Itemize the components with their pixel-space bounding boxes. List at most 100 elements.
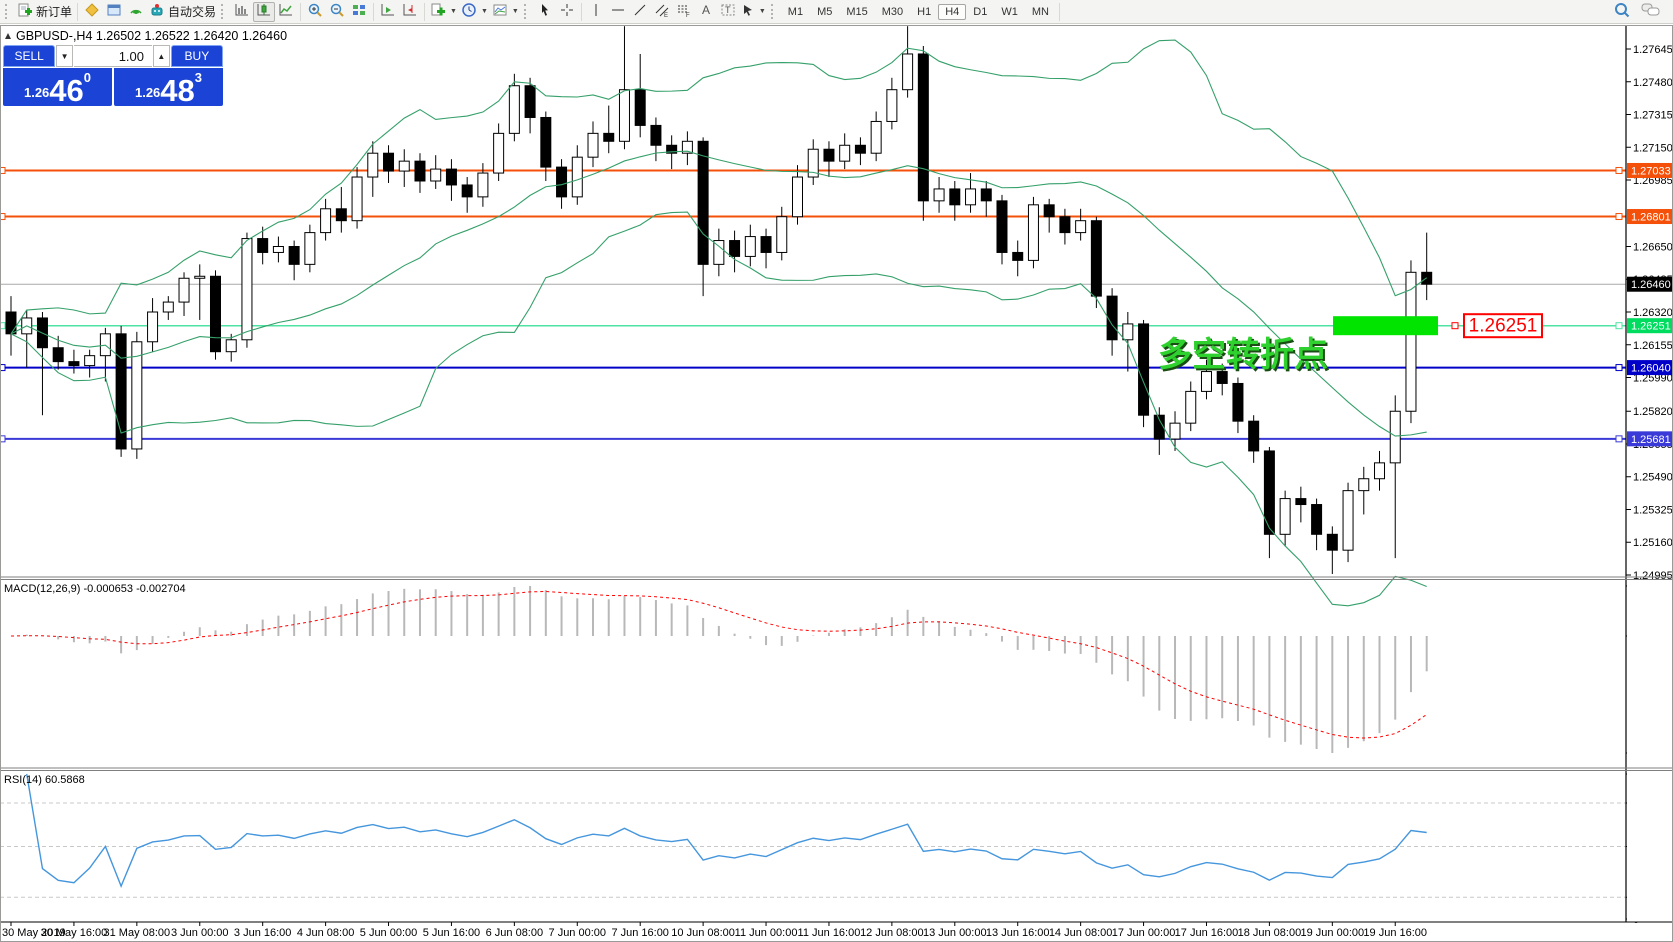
zoom-out-button[interactable]: [326, 2, 348, 22]
price-axis[interactable]: 1.27645 1.27480 1.27315 1.27150 1.26985 1.266…: [1625, 26, 1673, 922]
chart-shift-button[interactable]: [399, 2, 421, 22]
tile-windows-button[interactable]: [348, 2, 370, 22]
vertical-line-button[interactable]: [585, 2, 607, 22]
chat-button[interactable]: [1639, 2, 1663, 22]
timeframe-button-w1[interactable]: W1: [1001, 5, 1018, 18]
svg-text:1.27645: 1.27645: [1633, 44, 1673, 56]
price-callout-box[interactable]: [1463, 313, 1543, 339]
sell-price-sup: 0: [83, 70, 92, 85]
toolbar-separator: [424, 2, 426, 21]
cursor-button[interactable]: [534, 2, 556, 22]
indicators-button[interactable]: ▼: [428, 2, 459, 22]
sell-button[interactable]: SELL: [3, 45, 56, 67]
data-window-button[interactable]: [103, 2, 125, 22]
timeframe-button-m30[interactable]: M30: [881, 5, 904, 18]
arrows-button[interactable]: ▼: [739, 2, 768, 22]
horizontal-line-icon: [610, 2, 626, 21]
timeframe-button-m15[interactable]: M15: [846, 5, 868, 18]
autotrading-label: 自动交易: [168, 5, 217, 19]
auto-scroll-button[interactable]: [377, 2, 399, 22]
svg-text:1.25990: 1.25990: [1633, 373, 1673, 385]
timeframe-button-m1[interactable]: M1: [787, 5, 804, 18]
bollinger-bands: [10, 39, 1428, 607]
trendline-button[interactable]: [629, 2, 651, 22]
svg-text:1.25681: 1.25681: [1631, 434, 1671, 446]
toolbar-separator: [77, 2, 79, 21]
crosshair-button[interactable]: [556, 2, 578, 22]
charts-button[interactable]: [81, 2, 103, 22]
annotation-text[interactable]: 多空转折点: [1158, 336, 1328, 374]
svg-text:F: F: [686, 13, 690, 18]
svg-text:17 Jun 00:00: 17 Jun 00:00: [1112, 927, 1176, 939]
templates-button[interactable]: ▼: [490, 2, 521, 22]
horizontal-level-line-1-26801[interactable]: [0, 213, 1626, 221]
horizontal-level-line-1-26040[interactable]: [0, 364, 1626, 372]
toolbar-separator: [1058, 2, 1060, 21]
buy-price-sup: 3: [194, 70, 203, 85]
timeframe-button-h4[interactable]: H4: [938, 3, 967, 20]
current-price-label: 1.26460: [1627, 276, 1673, 292]
volume-increase-button[interactable]: ▲: [153, 45, 170, 67]
fibonacci-button[interactable]: F: [673, 2, 695, 22]
sell-price-display[interactable]: 1.26 46 0: [3, 68, 112, 106]
equidistant-channel-button[interactable]: E: [651, 2, 673, 22]
timeframe-button-h1[interactable]: H1: [917, 5, 932, 18]
chart-shift-icon: [402, 2, 418, 21]
collapse-arrow-icon[interactable]: [5, 33, 11, 39]
zoom-in-button[interactable]: [304, 2, 326, 22]
horizontal-line-button[interactable]: [607, 2, 629, 22]
svg-text:12 Jun 08:00: 12 Jun 08:00: [860, 927, 924, 939]
annotation-text-shadow: 多空转折点: [1160, 338, 1330, 376]
signals-icon: [128, 2, 144, 21]
chart-header: GBPUSD-,H4 1.26502 1.26522 1.26420 1.264…: [5, 29, 287, 43]
line-chart-button[interactable]: [275, 2, 297, 22]
periods-button[interactable]: ▼: [459, 2, 490, 22]
svg-text:1.27033: 1.27033: [1631, 165, 1671, 177]
timeframe-button-m5[interactable]: M5: [817, 5, 833, 18]
vertical-line-icon: [588, 2, 604, 21]
candlestick-chart-button[interactable]: [253, 1, 276, 22]
highlight-box[interactable]: [1333, 316, 1438, 336]
toolbar-separator: [580, 2, 582, 21]
svg-text:E: E: [664, 13, 668, 18]
text-button[interactable]: A: [695, 2, 717, 22]
svg-text:T: T: [725, 5, 731, 15]
buy-price-display[interactable]: 1.26 48 3: [114, 68, 223, 106]
bar-chart-icon: [234, 2, 250, 21]
timeframe-button-d1[interactable]: D1: [973, 5, 988, 18]
signals-button[interactable]: [125, 2, 147, 22]
svg-text:1.26801: 1.26801: [1631, 212, 1671, 224]
timeframe-button-mn[interactable]: MN: [1031, 5, 1049, 18]
buy-button[interactable]: BUY: [170, 45, 223, 67]
text-label-button[interactable]: T: [717, 2, 739, 22]
toolbar: 新订单 自动交易 ▼: [0, 0, 1673, 24]
volume-input[interactable]: [74, 45, 152, 67]
data-window-icon: [106, 2, 122, 21]
autotrading-button[interactable]: 自动交易: [147, 2, 218, 22]
tile-windows-icon: [351, 2, 367, 21]
svg-text:7 Jun 00:00: 7 Jun 00:00: [549, 927, 607, 939]
new-order-label: 新订单: [36, 5, 73, 19]
volume-decrease-button[interactable]: ▼: [56, 45, 73, 67]
svg-text:1.26985: 1.26985: [1633, 175, 1673, 187]
svg-text:6 Jun 08:00: 6 Jun 08:00: [486, 927, 544, 939]
search-button[interactable]: [1611, 2, 1633, 22]
text-label-icon: T: [720, 2, 736, 21]
clock-icon: [461, 2, 477, 21]
svg-text:3 Jun 00:00: 3 Jun 00:00: [171, 927, 229, 939]
chevron-down-icon: ▼: [480, 8, 488, 15]
svg-text:30 May 16:00: 30 May 16:00: [41, 927, 108, 939]
svg-text:4 Jun 08:00: 4 Jun 08:00: [297, 927, 355, 939]
new-order-button[interactable]: 新订单: [15, 2, 74, 22]
template-icon: [492, 2, 508, 21]
new-order-icon: [17, 2, 33, 21]
svg-text:19 Jun 00:00: 19 Jun 00:00: [1301, 927, 1365, 939]
macd-legend: MACD(12,26,9) -0.000653 -0.002704: [4, 583, 186, 595]
horizontal-level-line-1-25681[interactable]: [0, 435, 1626, 443]
svg-text:1.24995: 1.24995: [1633, 570, 1673, 582]
bar-chart-button[interactable]: [231, 2, 253, 22]
